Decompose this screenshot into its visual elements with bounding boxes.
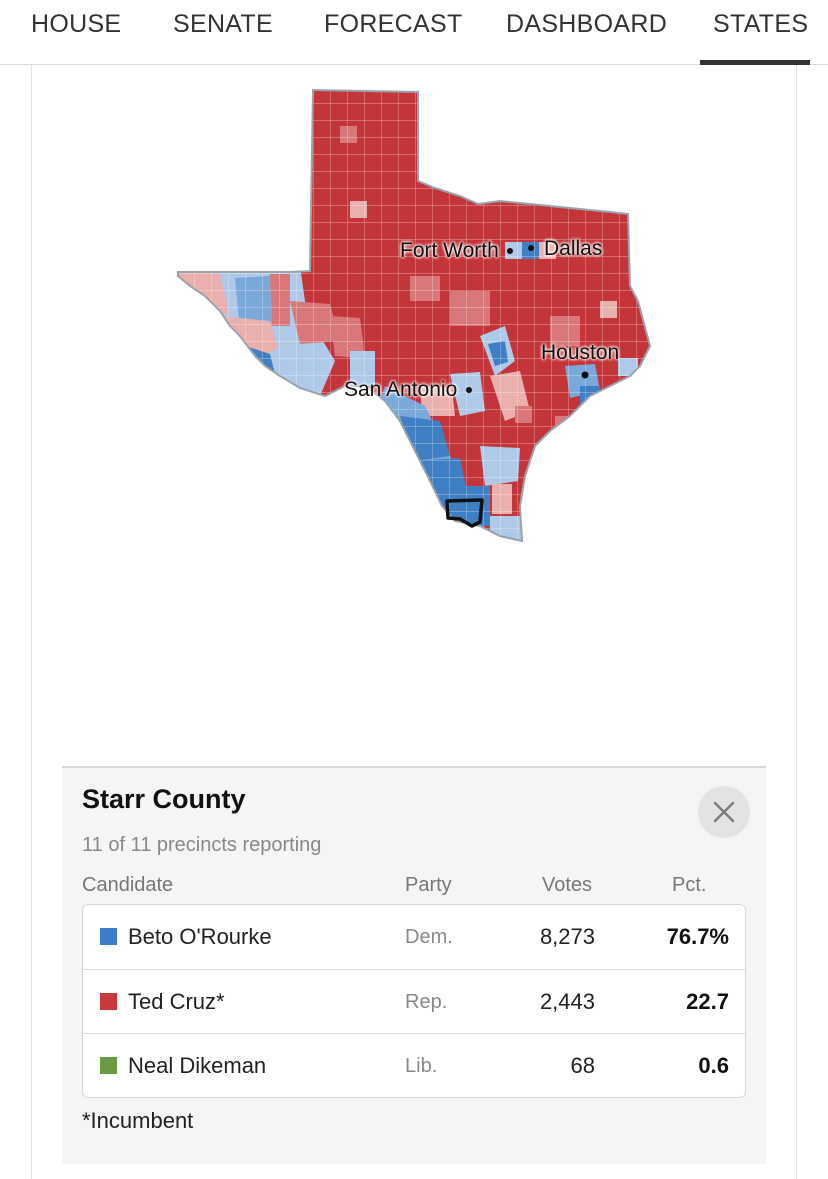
candidate-votes: 2,443: [539, 989, 595, 1014]
map-regions: [178, 90, 650, 541]
city-label-fort-worth: Fort Worth: [400, 239, 499, 262]
candidate-party: Dem.: [405, 926, 453, 948]
city-label-san-antonio: San Antonio: [344, 378, 458, 401]
close-button[interactable]: [698, 786, 750, 838]
nav-house[interactable]: HOUSE: [31, 10, 122, 38]
candidate-votes: 68: [570, 1053, 595, 1078]
incumbent-note: *Incumbent: [82, 1108, 194, 1133]
nav-senate[interactable]: SENATE: [173, 10, 273, 38]
fort-worth-dot: [507, 248, 513, 254]
close-icon: [713, 801, 735, 823]
content-border-left: [31, 65, 32, 1179]
nav-selected-indicator: [700, 60, 810, 65]
top-nav: HOUSE SENATE FORECAST DASHBOARD STATES: [0, 0, 828, 65]
dallas-dot: [528, 245, 534, 251]
nav-states[interactable]: STATES: [713, 10, 809, 38]
header-votes: Votes: [542, 874, 593, 896]
header-candidate: Candidate: [82, 874, 174, 896]
starr-county-outline: [445, 498, 484, 528]
header-party: Party: [405, 874, 452, 896]
results-table: Beto O'Rourke Dem. 8,273 76.7% Ted Cruz*…: [82, 904, 746, 1098]
candidate-name: Neal Dikeman: [128, 1053, 267, 1078]
table-row: Neal Dikeman Lib. 68 0.6: [83, 1033, 745, 1097]
san-antonio-dot: [466, 387, 472, 393]
candidate-pct: 76.7%: [666, 924, 729, 949]
candidate-party: Lib.: [405, 1055, 438, 1077]
nav-dashboard[interactable]: DASHBOARD: [506, 10, 668, 38]
houston-dot: [581, 371, 589, 379]
county-results-panel: Starr County 11 of 11 precincts reportin…: [62, 766, 766, 1164]
table-row: Ted Cruz* Rep. 2,443 22.7: [83, 969, 745, 1033]
party-color-swatch: [100, 993, 117, 1010]
county-title: Starr County: [82, 784, 246, 814]
candidate-votes: 8,273: [539, 924, 595, 949]
texas-county-map[interactable]: Fort Worth Dallas Houston San Antonio: [160, 86, 660, 556]
table-row: Beto O'Rourke Dem. 8,273 76.7%: [83, 905, 745, 968]
header-pct: Pct.: [672, 874, 707, 896]
precincts-reporting: 11 of 11 precincts reporting: [82, 834, 322, 856]
city-label-dallas: Dallas: [544, 237, 603, 260]
candidate-pct: 22.7: [686, 989, 729, 1014]
nav-forecast[interactable]: FORECAST: [324, 10, 463, 38]
candidate-name: Ted Cruz*: [128, 989, 225, 1014]
candidate-party: Rep.: [405, 991, 448, 1013]
content-border-right: [796, 65, 797, 1179]
city-label-houston: Houston: [541, 341, 620, 364]
party-color-swatch: [100, 1057, 117, 1074]
party-color-swatch: [100, 928, 117, 945]
candidate-pct: 0.6: [698, 1053, 729, 1078]
candidate-name: Beto O'Rourke: [128, 924, 272, 949]
map-svg: [177, 89, 651, 542]
